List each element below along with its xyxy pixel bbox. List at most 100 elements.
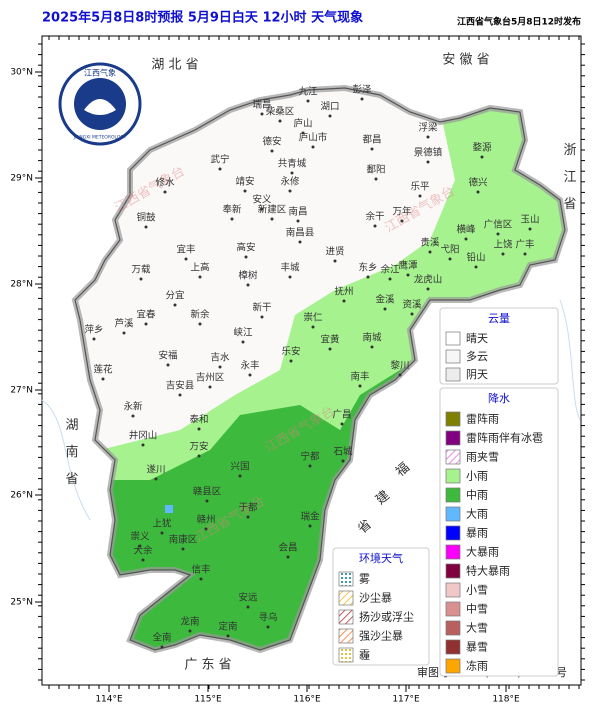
legend-label: 沙尘暴: [359, 592, 392, 605]
logo-name: 江西气象: [84, 68, 116, 78]
city-label: 鹰潭: [398, 260, 418, 272]
city-dot: [464, 237, 468, 241]
legend-swatch: [445, 582, 461, 598]
city-dot: [398, 373, 402, 377]
legend-label: 中雪: [466, 603, 488, 616]
city-dot: [144, 322, 148, 326]
city-label: 万载: [131, 264, 151, 276]
legend-swatch: [445, 331, 461, 346]
legend-title: 云量: [488, 312, 510, 325]
city-dot: [370, 147, 374, 151]
city-label: 抚州: [334, 286, 353, 298]
city-label: 九江: [298, 86, 318, 98]
city-label: 高安: [236, 242, 255, 254]
city-dot: [141, 558, 145, 562]
city-dot: [418, 194, 422, 198]
city-label: 分宜: [165, 290, 184, 302]
city-dot: [101, 377, 105, 381]
city-dot: [400, 219, 404, 223]
legend-label: 多云: [466, 349, 488, 363]
city-dot: [241, 340, 245, 344]
city-label: 余干: [365, 211, 384, 223]
city-label: 余江: [380, 264, 400, 276]
city-label: 贵溪: [420, 237, 440, 249]
legend-label: 阴天: [466, 368, 488, 381]
logo-symbol: [84, 99, 116, 115]
legend-swatch: [338, 590, 354, 606]
city-label: 吉州区: [196, 373, 225, 384]
city-dot: [122, 331, 126, 335]
city-dot: [383, 307, 387, 311]
city-dot: [333, 259, 337, 263]
city-dot: [173, 303, 177, 307]
city-dot: [248, 373, 252, 377]
legend-label: 暴雪: [466, 641, 488, 654]
city-dot: [131, 414, 135, 418]
city-label: 彭泽: [352, 84, 372, 96]
legend-box: [439, 387, 559, 677]
city-dot: [139, 277, 143, 281]
legend-label: 冻雨: [466, 659, 488, 673]
title: 2025年5月8日8时预报 5月9日白天 12小时 天气现象: [42, 10, 363, 26]
legend-label: 中雨: [466, 489, 488, 502]
city-label: 铅山: [466, 252, 485, 264]
city-label: 鄱阳: [366, 164, 385, 176]
city-label: 吉安县: [166, 380, 195, 392]
city-label: 泰和: [189, 414, 208, 426]
city-label: 宜黄: [320, 334, 339, 346]
legend-label: 特大暴雨: [466, 564, 510, 578]
city-label: 吉水: [210, 352, 230, 364]
city-dot: [311, 145, 315, 149]
city-label: 进贤: [325, 247, 345, 258]
city-label: 新余: [190, 309, 210, 321]
city-dot: [474, 265, 478, 269]
city-dot: [373, 224, 377, 228]
city-label: 万年: [392, 206, 412, 218]
city-label: 弋阳: [440, 244, 459, 256]
city-label: 赣县区: [193, 486, 222, 498]
city-label: 石城: [333, 447, 353, 458]
lat-label: 29°N: [10, 174, 33, 184]
river: [41, 109, 581, 521]
city-label: 南丰: [350, 371, 369, 383]
city-label: 柴桑区: [266, 106, 295, 118]
city-label: 乐平: [410, 181, 430, 193]
city-dot: [476, 190, 480, 194]
lat-label: 28°N: [10, 280, 33, 290]
city-dot: [163, 190, 167, 194]
city-dot: [160, 531, 164, 535]
city-dot: [154, 477, 158, 481]
city-label: 龙虎山: [414, 274, 443, 286]
city-dot: [138, 544, 142, 548]
city-label: 奉新: [222, 204, 242, 216]
city-dot: [184, 257, 188, 261]
city-label: 婺源: [472, 143, 492, 154]
province-label: 湖南省: [63, 418, 79, 499]
city-label: 新建区: [258, 204, 287, 216]
legend-swatch: [338, 571, 354, 587]
city-dot: [246, 283, 250, 287]
legend-swatch: [445, 430, 461, 446]
city-dot: [197, 454, 201, 458]
lon-label: 118°E: [492, 695, 520, 705]
city-label: 新干: [252, 302, 271, 314]
city-dot: [480, 155, 484, 159]
legend-swatch: [445, 639, 461, 655]
legend-swatch: [445, 544, 461, 560]
legend-swatch: [445, 658, 461, 674]
legend-label: 小雨: [466, 470, 488, 483]
publisher: 江西省气象台5月8日12时发布: [457, 16, 581, 28]
legend-box: [439, 307, 559, 385]
city-dot: [360, 97, 364, 101]
legend-swatch: [338, 647, 354, 663]
city-label: 丰城: [280, 262, 300, 274]
city-dot: [144, 225, 148, 229]
city-label: 安义: [252, 194, 272, 206]
province-label: 广 东 省: [184, 658, 231, 673]
city-dot: [426, 160, 430, 164]
city-dot: [340, 422, 344, 426]
city-label: 南昌: [288, 206, 307, 218]
city-label: 崇仁: [303, 312, 323, 324]
city-dot: [266, 625, 270, 629]
